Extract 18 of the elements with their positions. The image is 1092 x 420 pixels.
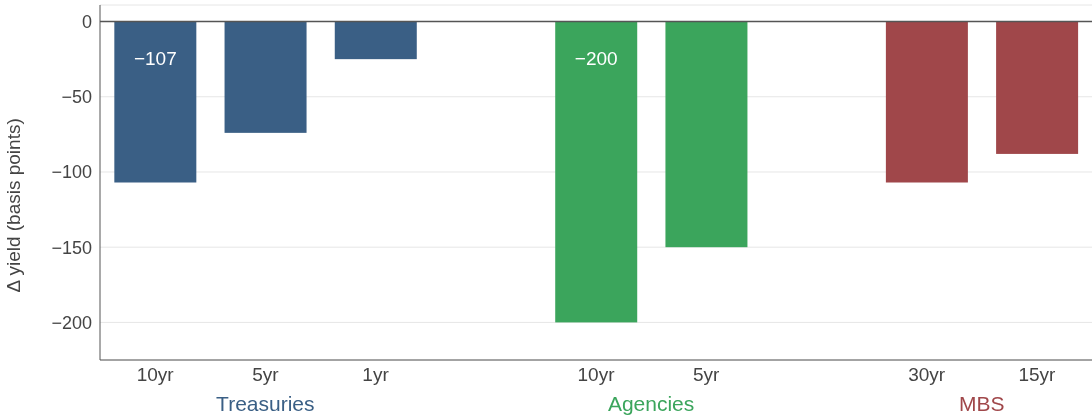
y-tick-label: 0 — [81, 11, 92, 32]
x-tick-label: 30yr — [908, 364, 946, 386]
x-tick-label: 15yr — [1018, 364, 1057, 386]
y-tick-label: −50 — [61, 87, 92, 108]
x-tick-label: 5yr — [252, 364, 280, 386]
text: Agencies — [606, 392, 696, 416]
y-tick-label: −150 — [51, 237, 92, 258]
text: Treasuries — [215, 392, 316, 416]
data-label: −107 — [133, 47, 177, 69]
data-label: −200 — [574, 47, 618, 69]
text: MBS — [958, 392, 1006, 416]
x-tick-label: 5yr — [693, 364, 721, 386]
x-tick-label: 1yr — [362, 364, 390, 386]
x-tick-label: 10yr — [136, 364, 175, 386]
y-tick-label: −100 — [51, 162, 92, 183]
x-tick-label: 10yr — [577, 364, 616, 386]
y-tick-label: −200 — [51, 312, 92, 333]
y-axis-title: Δ yield (basis points) — [2, 118, 24, 293]
